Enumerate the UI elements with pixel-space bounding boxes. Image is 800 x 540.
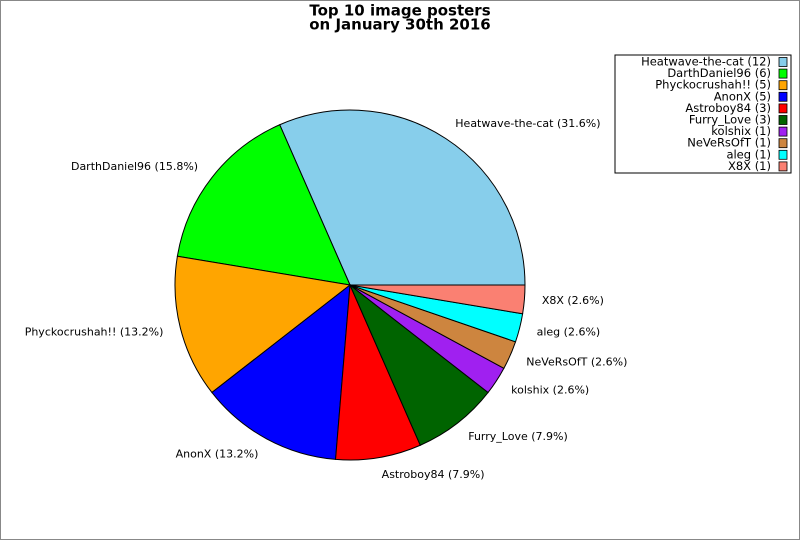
legend-swatch [778, 57, 788, 67]
pie-slice [176, 124, 351, 286]
slice-label: Astroboy84 (7.9%) [382, 468, 485, 481]
slice-label: AnonX (13.2%) [176, 447, 259, 460]
slice-label: Phyckocrushah!! (13.2%) [25, 325, 164, 338]
legend-swatch [778, 103, 788, 114]
slice-label: NeVeRsOfT (2.6%) [526, 355, 627, 368]
legend-swatch [778, 149, 788, 160]
legend-swatch [778, 126, 788, 137]
legend-label: DarthDaniel96 (6) [667, 66, 771, 80]
legend-swatch [778, 68, 788, 79]
legend-label: Astroboy84 (3) [685, 101, 771, 115]
slice-label: Heatwave-the-cat (31.6%) [455, 117, 600, 130]
legend-label: kolshix (1) [711, 124, 771, 138]
pie-slice [349, 284, 526, 315]
legend-label: Furry_Love (3) [689, 113, 771, 127]
legend-swatch [778, 115, 788, 125]
legend-swatch [778, 80, 788, 91]
slice-label: aleg (2.6%) [537, 325, 601, 338]
pie-slice [211, 283, 351, 460]
slice-label: X8X (2.6%) [542, 294, 604, 307]
slice-label: kolshix (2.6%) [511, 383, 589, 396]
pie-slice [279, 109, 526, 286]
legend-label: X8X (1) [728, 159, 771, 173]
legend-label: aleg (1) [726, 147, 771, 161]
legend-label: Phyckocrushah!! (5) [655, 78, 771, 92]
legend-swatch [778, 91, 788, 102]
chart-title: on January 30th 2016 [309, 16, 490, 34]
legend-swatch [778, 161, 788, 172]
legend-box [614, 54, 792, 174]
legend-label: AnonX (5) [714, 89, 771, 103]
slice-label: Furry_Love (7.9%) [468, 430, 568, 443]
legend-label: NeVeRsOfT (1) [687, 136, 771, 150]
legend-label: Heatwave-the-cat (12) [641, 55, 771, 69]
slice-label: DarthDaniel96 (15.8%) [71, 160, 198, 173]
chart-title: Top 10 image posters [309, 2, 490, 20]
legend-swatch [778, 138, 788, 149]
pie-slice [174, 255, 352, 394]
